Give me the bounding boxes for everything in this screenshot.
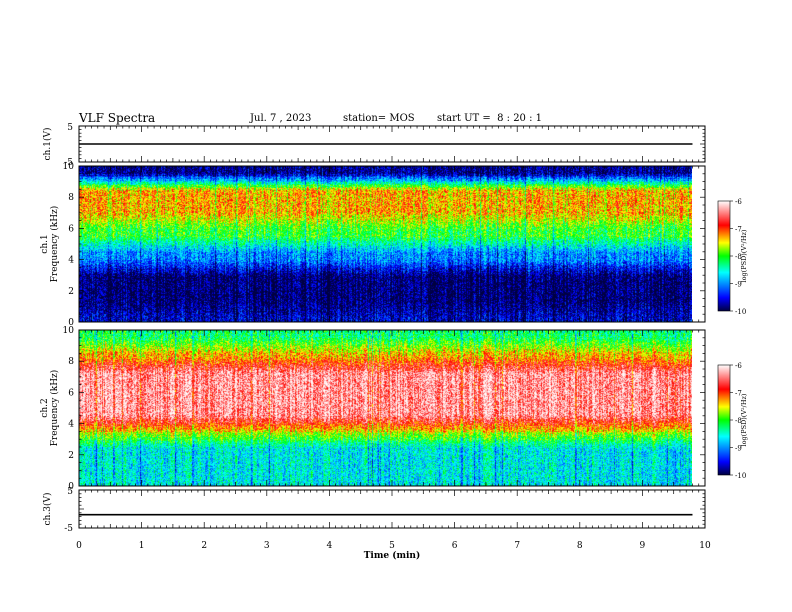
ch1-spectrogram-colorbar-tick-label: -10 [735, 308, 746, 316]
ch1-spectrogram-colorbar-tick-label: -8 [735, 253, 742, 261]
x-axis-label: Time (min) [364, 550, 421, 561]
ch1-waveform-tick-top: 5 [67, 123, 73, 133]
x-tick-label: 9 [640, 541, 646, 551]
ch2-spectrogram-colorbar-tick-label: -10 [735, 472, 746, 480]
station-label: station= MOS [343, 113, 415, 124]
ch1-spectrogram-tick-label: 10 [63, 162, 75, 172]
x-tick-label: 5 [389, 541, 395, 551]
x-tick-label: 2 [201, 541, 207, 551]
ch1-spectrogram-tick-label: 0 [68, 318, 74, 328]
ch3-waveform-tick-bottom: -5 [64, 524, 73, 534]
x-tick-label: 6 [452, 541, 458, 551]
date-label: Jul. 7 , 2023 [250, 113, 312, 124]
ch2-spectrogram-tick-label: 8 [68, 357, 74, 367]
ch1-spectrogram-tick-label: 2 [68, 287, 74, 297]
ch1-waveform-ylabel: ch.1(V) [42, 128, 53, 161]
ch1-spectrogram-colorbar-tick-label: -7 [735, 226, 742, 234]
ch2-spectrogram-tick-label: 4 [68, 420, 74, 430]
ch1-spectrogram-tick-label: 6 [68, 224, 74, 234]
ch2-spectrogram-tick-label: 6 [68, 388, 74, 398]
x-tick-label: 10 [699, 541, 711, 551]
x-tick-label: 0 [76, 541, 82, 551]
ch1-spectrogram-colorbar-tick-label: -9 [735, 281, 742, 289]
x-tick-label: 3 [264, 541, 270, 551]
ch2-spectrogram-colorbar-tick-label: -6 [735, 362, 742, 370]
ch3-waveform-ylabel: ch.3(V) [42, 493, 53, 526]
plot-title: VLF Spectra [79, 111, 156, 125]
ch1-spectrogram-tick-label: 4 [68, 256, 74, 266]
ch2-spectrogram-tick-label: 2 [68, 451, 74, 461]
ch2-spectrogram-colorbar-label: log(PSD)(V²/Hz) [740, 393, 748, 446]
ch1-spectrogram-image [79, 166, 692, 322]
x-tick-label: 8 [577, 541, 583, 551]
ch1-spectrogram-ylabel-channel: ch.1 [40, 234, 50, 253]
ch1-spectrogram-tick-label: 8 [68, 193, 74, 203]
ch1-spectrogram-colorbar [717, 200, 731, 312]
ch1-spectrogram-colorbar-label: log(PSD)(V²/Hz) [740, 229, 748, 282]
ch2-spectrogram-tick-label: 10 [63, 326, 75, 336]
x-tick-label: 1 [139, 541, 145, 551]
ch2-spectrogram-colorbar [717, 364, 731, 476]
ch2-spectrogram-colorbar-tick-label: -8 [735, 417, 742, 425]
ch2-spectrogram-image [79, 330, 692, 486]
ch2-spectrogram-tick-label: 0 [68, 482, 74, 492]
ch2-spectrogram-colorbar-tick-label: -9 [735, 445, 742, 453]
x-tick-label: 4 [327, 541, 333, 551]
start-time-label: start UT = 8 : 20 : 1 [437, 113, 543, 124]
ch2-spectrogram-ylabel-channel: ch.2 [40, 398, 50, 417]
ch2-spectrogram-colorbar-tick-label: -7 [735, 390, 742, 398]
ch1-waveform-tick-bottom: -5 [64, 158, 73, 168]
ch1-spectrogram-colorbar-tick-label: -6 [735, 198, 742, 206]
ch3-waveform-tick-top: 5 [67, 487, 73, 497]
x-tick-label: 7 [514, 541, 520, 551]
ch1-spectrogram-ylabel-frequency: Frequency (kHz) [49, 206, 60, 283]
ch2-spectrogram-ylabel-frequency: Frequency (kHz) [49, 370, 60, 447]
